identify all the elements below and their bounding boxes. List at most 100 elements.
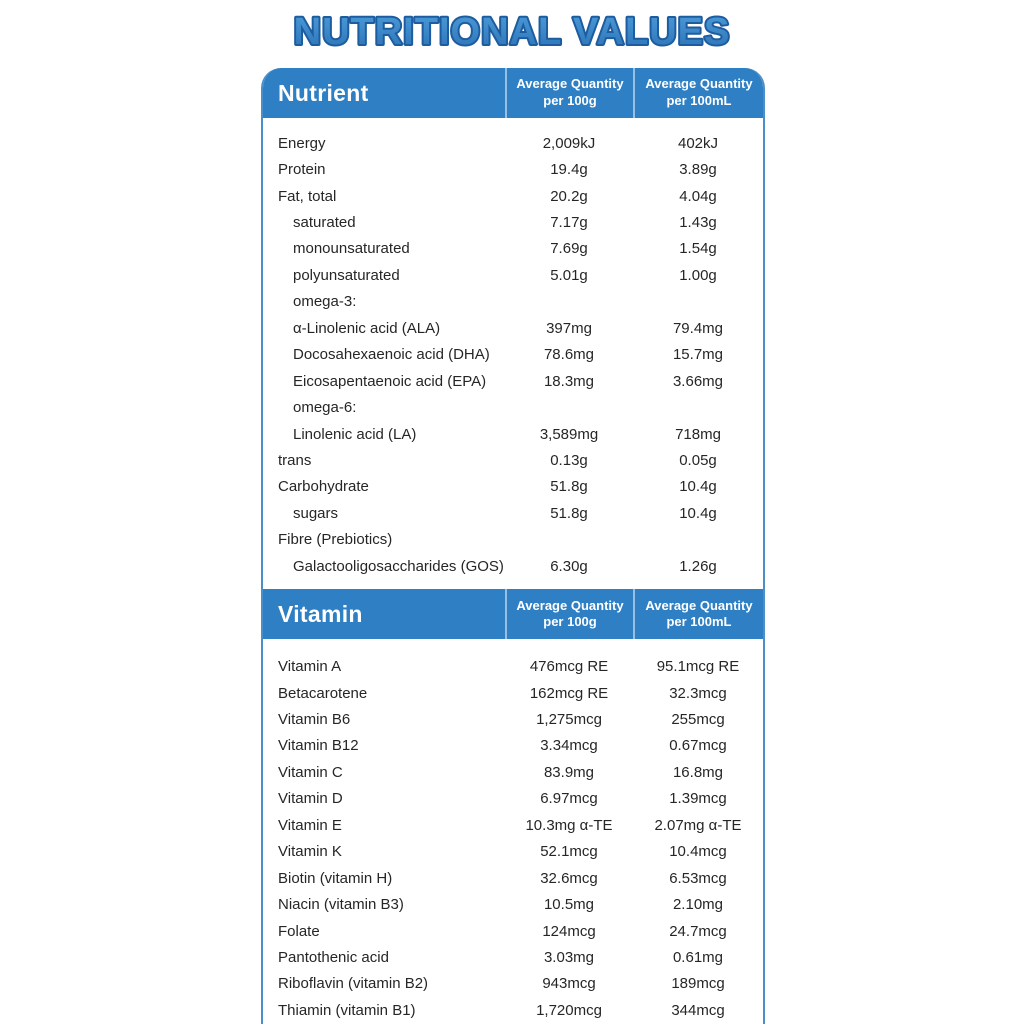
row-value-per-100ml: 1.00g (679, 266, 717, 284)
row-value-per-100g: 397mg (546, 319, 592, 337)
row-value-per-100g: 32.6mcg (540, 869, 598, 887)
page-title: NUTRITIONAL VALUES (0, 4, 1024, 61)
row-value-per-100g: 19.4g (550, 161, 588, 179)
row-value-per-100g: 51.8g (550, 478, 588, 496)
row-value-per-100ml: 0.67mcg (669, 737, 727, 755)
row-value-per-100ml: 10.4g (679, 478, 717, 496)
row-label: Folate (278, 922, 320, 940)
row-value-per-100ml: 402kJ (677, 134, 719, 152)
row-value-per-100ml: 718mg (675, 425, 721, 443)
row-value-per-100g: 1,720mcg (536, 1001, 602, 1019)
row-value-per-100ml: 3.66mg (672, 372, 724, 390)
row-value-per-100g: 124mcg (542, 922, 596, 940)
table-row: Betacarotene 162mcg RE 32.3mcg (263, 680, 763, 706)
row-value-per-100g: 1,275mcg (536, 711, 602, 729)
row-label: Vitamin B12 (278, 737, 359, 755)
table-row: Folate 124mcg 24.7mcg (263, 918, 763, 944)
row-label: Energy (278, 134, 326, 152)
row-value-per-100ml: 95.1mcg RE (656, 658, 740, 676)
row-label: Vitamin A (278, 658, 342, 676)
section-header: Vitamin Average Quantity per 100g Averag… (263, 589, 763, 640)
section-rows: Vitamin A 476mcg RE 95.1mcg RE Betacarot… (263, 639, 763, 1024)
table-row: omega-3: (263, 289, 763, 315)
section-nutrient: Nutrient Average Quantity per 100g Avera… (263, 68, 763, 589)
row-value-per-100g: 3.34mcg (540, 737, 598, 755)
row-value-per-100ml: 16.8mg (672, 763, 724, 781)
row-value-per-100g: 6.30g (550, 557, 588, 575)
table-row: saturated 7.17g 1.43g (263, 209, 763, 235)
row-label: Vitamin E (278, 816, 342, 834)
table-row: Vitamin K 52.1mcg 10.4mcg (263, 839, 763, 865)
table-row: Fibre (Prebiotics) (263, 527, 763, 553)
section-vitamin: Vitamin Average Quantity per 100g Averag… (263, 589, 763, 1024)
row-value-per-100g: 3,589mg (539, 425, 599, 443)
row-label: Protein (278, 161, 326, 179)
row-value-per-100g: 10.3mg α-TE (525, 816, 613, 834)
row-label: Niacin (vitamin B3) (278, 896, 404, 914)
row-label: Linolenic acid (LA) (293, 425, 417, 443)
table-row: monounsaturated 7.69g 1.54g (263, 236, 763, 262)
row-value-per-100g: 7.69g (550, 240, 588, 258)
row-label: Galactooligosaccharides (GOS) (293, 557, 504, 575)
table-row: α-Linolenic acid (ALA) 397mg 79.4mg (263, 315, 763, 341)
row-label: Vitamin K (278, 843, 342, 861)
row-value-per-100ml: 15.7mg (672, 346, 724, 364)
table-row: Niacin (vitamin B3) 10.5mg 2.10mg (263, 891, 763, 917)
table-row: Thiamin (vitamin B1) 1,720mcg 344mcg (263, 997, 763, 1023)
column-header-per-100ml: Average Quantity per 100mL (633, 589, 763, 640)
row-value-per-100g: 6.97mcg (540, 790, 598, 808)
table-row: Linolenic acid (LA) 3,589mg 718mg (263, 421, 763, 447)
table-row: Eicosapentaenoic acid (EPA) 18.3mg 3.66m… (263, 368, 763, 394)
row-label: α-Linolenic acid (ALA) (293, 319, 441, 337)
row-value-per-100g: 20.2g (550, 187, 588, 205)
row-value-per-100g: 52.1mcg (540, 843, 598, 861)
row-value-per-100ml: 255mcg (671, 711, 725, 729)
row-label: Vitamin C (278, 763, 343, 781)
row-value-per-100g: 943mcg (542, 975, 596, 993)
section-title: Nutrient (278, 79, 369, 106)
row-value-per-100ml: 1.26g (679, 557, 717, 575)
row-label: polyunsaturated (293, 266, 400, 284)
row-value-per-100g: 10.5mg (543, 896, 595, 914)
row-label: Fibre (Prebiotics) (278, 531, 393, 549)
row-label: Eicosapentaenoic acid (EPA) (293, 372, 487, 390)
section-title: Vitamin (278, 600, 363, 627)
table-row: Vitamin B6 1,275mcg 255mcg (263, 706, 763, 732)
row-value-per-100g: 83.9mg (543, 763, 595, 781)
row-value-per-100ml: 189mcg (671, 975, 725, 993)
row-value-per-100g: 0.13g (550, 451, 588, 469)
row-value-per-100ml: 1.43g (679, 214, 717, 232)
table-row: Riboflavin (vitamin B2) 943mcg 189mcg (263, 971, 763, 997)
table-row: Docosahexaenoic acid (DHA) 78.6mg 15.7mg (263, 342, 763, 368)
row-label: Betacarotene (278, 684, 368, 702)
row-label: Thiamin (vitamin B1) (278, 1001, 416, 1019)
row-label: sugars (293, 504, 339, 522)
table-row: Galactooligosaccharides (GOS) 6.30g 1.26… (263, 553, 763, 579)
table-row: Vitamin C 83.9mg 16.8mg (263, 759, 763, 785)
column-header-per-100g: Average Quantity per 100g (505, 68, 633, 118)
row-value-per-100ml: 6.53mcg (669, 869, 727, 887)
column-header-per-100g: Average Quantity per 100g (505, 589, 633, 640)
row-value-per-100ml: 1.54g (679, 240, 717, 258)
page-title-graphic: NUTRITIONAL VALUES (292, 9, 732, 55)
row-value-per-100g: 5.01g (550, 266, 588, 284)
row-label: omega-3: (293, 293, 357, 311)
table-row: Fat, total 20.2g 4.04g (263, 183, 763, 209)
nutrition-card: Nutrient Average Quantity per 100g Avera… (261, 68, 765, 1024)
page-title-text: NUTRITIONAL VALUES (294, 11, 731, 53)
row-value-per-100ml: 0.05g (679, 451, 717, 469)
row-label: Docosahexaenoic acid (DHA) (293, 346, 490, 364)
row-value-per-100g: 51.8g (550, 504, 588, 522)
section-header: Nutrient Average Quantity per 100g Avera… (263, 68, 763, 118)
table-row: omega-6: (263, 394, 763, 420)
row-label: trans (278, 451, 312, 469)
row-label: Pantothenic acid (278, 948, 389, 966)
row-value-per-100g: 162mcg RE (529, 684, 609, 702)
row-value-per-100ml: 10.4mcg (669, 843, 727, 861)
row-value-per-100ml: 3.89g (679, 161, 717, 179)
row-value-per-100g: 18.3mg (543, 372, 595, 390)
row-label: saturated (293, 214, 356, 232)
row-label: Fat, total (278, 187, 337, 205)
row-value-per-100ml: 79.4mg (672, 319, 724, 337)
